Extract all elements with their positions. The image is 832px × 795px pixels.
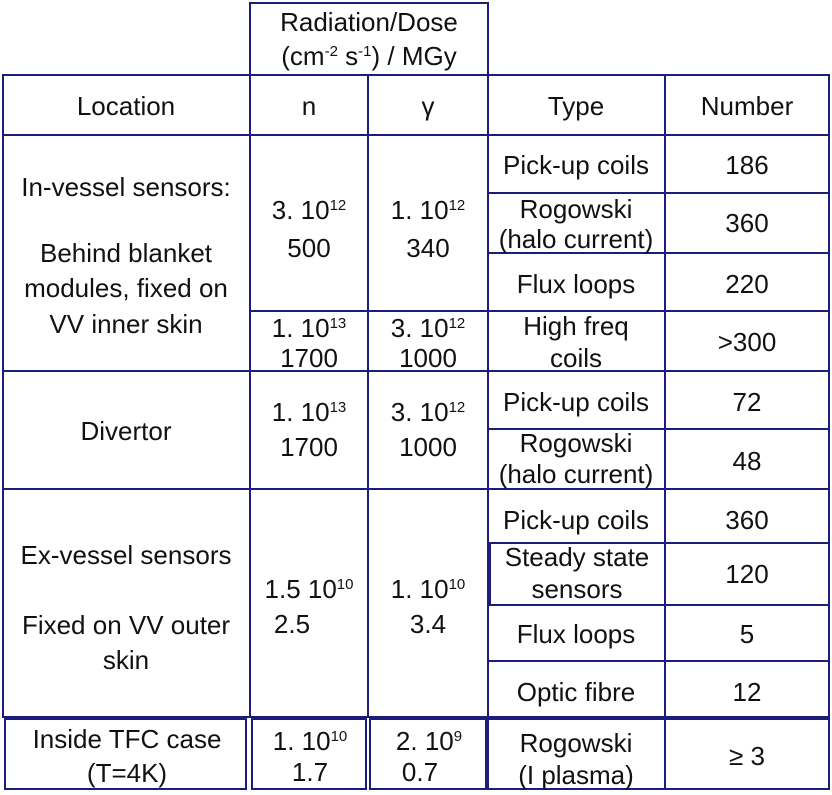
- radiation-units: (cm-2 s-1) / MGy: [281, 41, 457, 71]
- exvessel-type-cell-4: [487, 660, 666, 718]
- divertor-number-1: 72: [732, 387, 762, 417]
- exvessel-location-line2: Fixed on VV outer: [21, 610, 231, 640]
- divertor-n-cell: [249, 370, 369, 490]
- tfc-number-cell: [664, 718, 830, 790]
- exvessel-type-1: Pick-up coils: [503, 505, 649, 535]
- invessel-type-cell-1: [487, 134, 666, 194]
- invessel-gamma-dose-1: 340: [406, 233, 450, 263]
- tfc-gamma-cell: [369, 718, 487, 790]
- divertor-location-cell: [2, 370, 251, 490]
- invessel-type-2-line1: Rogowski: [519, 194, 633, 224]
- exvessel-gamma-flux: 1. 1010: [390, 574, 466, 604]
- exvessel-n-cell: [249, 488, 369, 718]
- invessel-gamma-dose-2: 1000: [399, 343, 457, 373]
- location-header-cell: [2, 74, 251, 136]
- invessel-gamma-flux-2: 3. 1012: [390, 313, 466, 343]
- tfc-location-line2: (T=4K): [86, 758, 168, 788]
- invessel-n-flux-2: 1. 1013: [271, 313, 347, 343]
- exvessel-number-3: 5: [739, 619, 755, 649]
- divertor-gamma-cell: [367, 370, 489, 490]
- invessel-type-cell-4: [487, 310, 666, 372]
- divertor-type-cell-2: [487, 428, 666, 490]
- n-header: n: [301, 91, 317, 121]
- invessel-number-2: 360: [725, 208, 769, 238]
- invessel-n-dose-1: 500: [287, 233, 331, 263]
- divertor-gamma-dose: 1000: [399, 432, 457, 462]
- invessel-n-flux-1: 3. 1012: [271, 195, 347, 225]
- invessel-number-3: 220: [725, 269, 769, 299]
- divertor-n-flux: 1. 1013: [271, 397, 347, 427]
- divertor-location: Divertor: [80, 416, 172, 446]
- tfc-number: ≥ 3: [729, 741, 765, 771]
- invessel-type-3: Flux loops: [516, 269, 636, 299]
- invessel-type-4-line1: High freq: [523, 311, 629, 341]
- invessel-gamma-cell-1: [367, 134, 489, 312]
- type-header: Type: [547, 91, 605, 121]
- exvessel-type-cell-3: [487, 604, 666, 662]
- exvessel-gamma-cell: [367, 488, 489, 718]
- tfc-location-cell: [4, 718, 247, 790]
- divertor-number-2: 48: [732, 446, 762, 476]
- invessel-location-line1: In-vessel sensors:: [21, 172, 231, 202]
- exvessel-type-2-line1: Steady state: [504, 542, 650, 572]
- invessel-location-line3: modules, fixed on: [24, 273, 228, 303]
- exvessel-number-1: 360: [725, 505, 769, 535]
- tfc-n-dose: 1.7: [291, 757, 329, 787]
- invessel-location-cell: [2, 134, 251, 372]
- divertor-type-1: Pick-up coils: [503, 387, 649, 417]
- invessel-type-4-line2: coils: [549, 343, 603, 373]
- divertor-number-cell-1: [664, 370, 830, 430]
- exvessel-number-4: 12: [732, 677, 762, 707]
- radiation-header-cell: [249, 2, 489, 76]
- exvessel-gamma-dose: 3.4: [409, 609, 447, 639]
- divertor-gamma-flux: 3. 1012: [390, 397, 466, 427]
- invessel-n-dose-2: 1700: [280, 343, 338, 373]
- tfc-type-line1: Rogowski: [519, 728, 633, 758]
- invessel-number-4: >300: [717, 327, 777, 357]
- invessel-gamma-flux-1: 1. 1012: [390, 195, 466, 225]
- gamma-header: γ: [421, 91, 435, 121]
- invessel-number-1: 186: [725, 150, 769, 180]
- exvessel-number-2: 120: [725, 559, 769, 589]
- exvessel-type-2-line2: sensors: [531, 574, 623, 604]
- tfc-gamma-dose: 0.7: [401, 757, 439, 787]
- tfc-location-line1: Inside TFC case: [32, 724, 222, 754]
- invessel-number-cell-3: [664, 252, 830, 312]
- invessel-location-line4: VV inner skin: [49, 309, 203, 339]
- divertor-type-2-line2: (halo current): [498, 459, 654, 489]
- number-header: Number: [700, 91, 794, 121]
- exvessel-number-cell-3: [664, 604, 830, 662]
- exvessel-location-cell: [2, 488, 251, 718]
- exvessel-n-flux: 1.5 1010: [264, 574, 354, 604]
- divertor-n-dose: 1700: [280, 432, 338, 462]
- invessel-number-cell-2: [664, 192, 830, 254]
- invessel-type-2-line2: (halo current): [498, 224, 654, 254]
- tfc-n-flux: 1. 1010: [272, 726, 348, 756]
- exvessel-location-line3: skin: [102, 645, 150, 675]
- invessel-type-1: Pick-up coils: [503, 150, 649, 180]
- tfc-type-cell: [487, 718, 666, 790]
- tfc-n-cell: [251, 718, 367, 790]
- tfc-gamma-flux: 2. 109: [395, 726, 463, 756]
- tfc-type-line2: (I plasma): [518, 760, 634, 790]
- invessel-number-cell-1: [664, 134, 830, 194]
- exvessel-type-3: Flux loops: [516, 619, 636, 649]
- exvessel-number-cell-4: [664, 660, 830, 718]
- exvessel-n-dose: 2.5: [273, 609, 311, 639]
- exvessel-location-line1: Ex-vessel sensors: [20, 540, 232, 570]
- radiation-title: Radiation/Dose: [280, 7, 458, 37]
- invessel-location-line2: Behind blanket: [39, 238, 213, 268]
- invessel-n-cell-1: [249, 134, 369, 312]
- location-header: Location: [76, 91, 176, 121]
- divertor-type-2-line1: Rogowski: [519, 428, 633, 458]
- exvessel-type-4: Optic fibre: [516, 677, 636, 707]
